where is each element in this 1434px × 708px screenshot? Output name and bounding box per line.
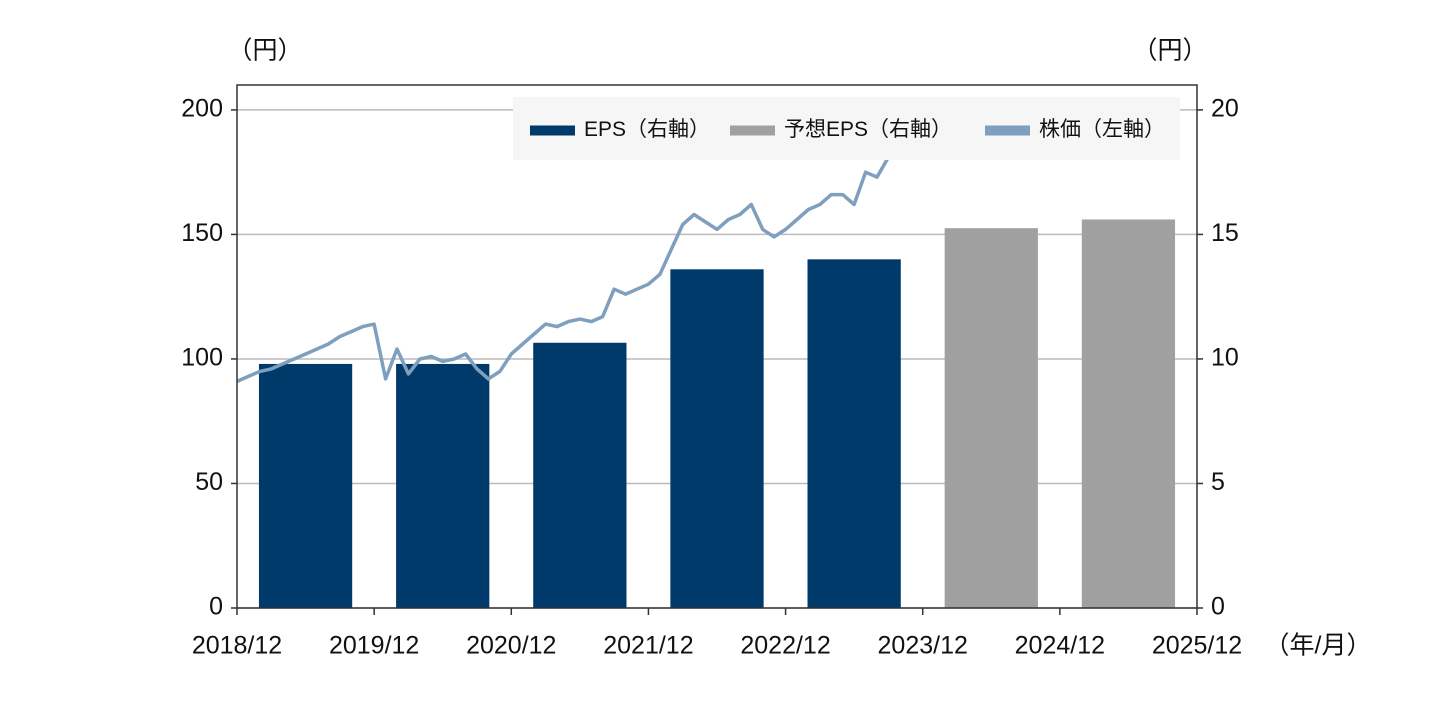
bar bbox=[670, 269, 764, 608]
x-tick-label: 2021/12 bbox=[603, 632, 693, 660]
legend-box bbox=[513, 97, 1180, 160]
legend-swatch bbox=[985, 125, 1030, 136]
x-axis-unit: （年/月） bbox=[1265, 632, 1372, 660]
y2-tick-label: 5 bbox=[1211, 468, 1225, 496]
y-tick-label: 0 bbox=[209, 593, 223, 621]
x-tick-label: 2019/12 bbox=[329, 632, 419, 660]
x-tick-label: 2022/12 bbox=[740, 632, 830, 660]
y2-tick-label: 0 bbox=[1211, 593, 1225, 621]
y2-tick-label: 15 bbox=[1211, 219, 1239, 247]
legend-label: 株価（左軸） bbox=[1039, 118, 1165, 141]
plot-frame bbox=[236, 84, 1198, 609]
x-tick-label: 2018/12 bbox=[192, 632, 282, 660]
x-tick-label: 2024/12 bbox=[1015, 632, 1105, 660]
y-tick-label: 200 bbox=[181, 95, 223, 123]
x-tick-label: 2025/12 bbox=[1152, 632, 1242, 660]
x-tick-label: 2020/12 bbox=[466, 632, 556, 660]
bar bbox=[533, 342, 627, 608]
legend-label: 予想EPS（右軸） bbox=[784, 118, 952, 141]
bar bbox=[396, 363, 490, 608]
bar bbox=[944, 228, 1038, 608]
y2-axis-unit: （円） bbox=[1132, 37, 1207, 65]
y2-tick-label: 20 bbox=[1211, 95, 1239, 123]
y-tick-label: 50 bbox=[195, 468, 223, 496]
bar bbox=[1081, 219, 1176, 608]
y-axis-unit: （円） bbox=[227, 37, 302, 65]
y-tick-label: 150 bbox=[181, 219, 223, 247]
legend-label: EPS（右軸） bbox=[584, 118, 710, 141]
x-tick-label: 2023/12 bbox=[878, 632, 968, 660]
y-tick-label: 100 bbox=[181, 344, 223, 372]
bar bbox=[258, 363, 353, 608]
bar bbox=[807, 259, 901, 608]
y2-tick-label: 10 bbox=[1211, 344, 1239, 372]
legend-swatch bbox=[530, 125, 575, 136]
price-line bbox=[236, 156, 890, 384]
legend-swatch bbox=[730, 125, 775, 136]
